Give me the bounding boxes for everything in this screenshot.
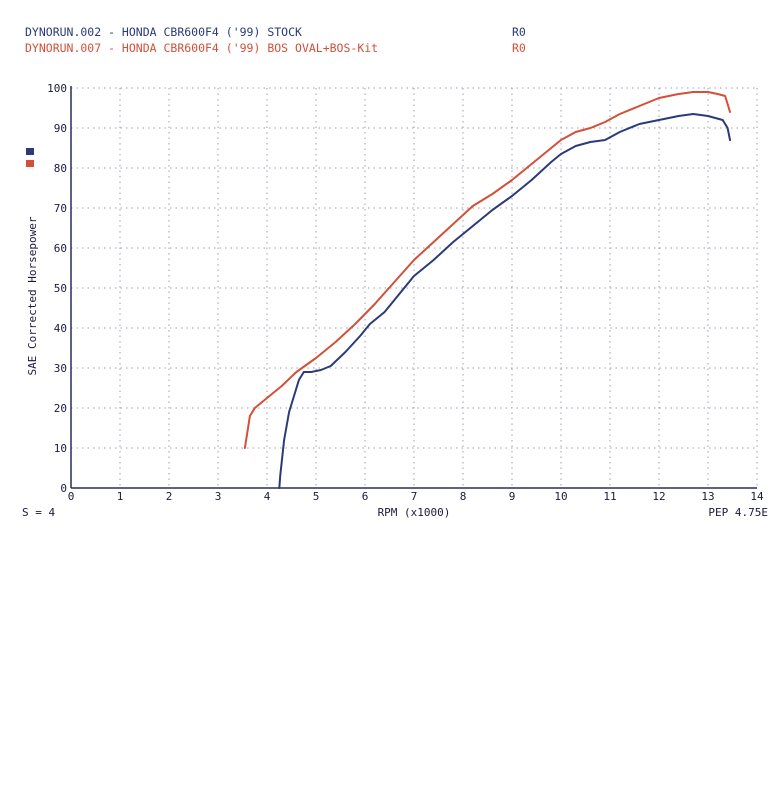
x-tick-label: 2: [166, 490, 173, 503]
legend-marker-modified: [26, 160, 34, 167]
y-tick-label: 40: [54, 322, 67, 335]
x-ticks: 0 1 2 3 4 5 6 7 8 9 10 11 12 13 14: [68, 490, 764, 503]
footer-smoothing: S = 4: [22, 506, 55, 519]
x-tick-label: 6: [362, 490, 369, 503]
axes: [70, 86, 757, 489]
x-tick-label: 7: [411, 490, 418, 503]
y-tick-label: 60: [54, 242, 67, 255]
chart-header: DYNORUN.002 - HONDA CBR600F4 ('99) STOCK…: [25, 25, 526, 55]
y-ticks: 0 10 20 30 40 50 60 70 80 90 100: [47, 82, 67, 495]
y-axis-label: SAE Corrected Horsepower: [26, 216, 39, 375]
series-line-modified: [243, 91, 731, 449]
series-group: [243, 91, 731, 489]
x-tick-label: 1: [117, 490, 124, 503]
y-tick-label: 20: [54, 402, 67, 415]
x-tick-label: 8: [460, 490, 467, 503]
x-axis-label: RPM (x1000): [378, 506, 451, 519]
y-tick-label: 90: [54, 122, 67, 135]
x-tick-label: 11: [603, 490, 616, 503]
y-tick-label: 0: [60, 482, 67, 495]
grid: [71, 87, 758, 488]
header-code-modified: R0: [512, 41, 526, 55]
series-line-stock: [278, 113, 731, 489]
y-tick-label: 70: [54, 202, 67, 215]
y-tick-label: 100: [47, 82, 67, 95]
x-tick-label: 5: [313, 490, 320, 503]
x-tick-label: 12: [652, 490, 665, 503]
x-tick-label: 4: [264, 490, 271, 503]
header-line-modified: DYNORUN.007 - HONDA CBR600F4 ('99) BOS O…: [25, 41, 378, 55]
legend-marker-stock: [26, 148, 34, 155]
header-line-stock: DYNORUN.002 - HONDA CBR600F4 ('99) STOCK: [25, 25, 302, 39]
x-tick-label: 0: [68, 490, 75, 503]
legend: [26, 148, 34, 167]
x-tick-label: 10: [554, 490, 567, 503]
y-tick-label: 80: [54, 162, 67, 175]
y-tick-label: 10: [54, 442, 67, 455]
x-tick-label: 9: [509, 490, 516, 503]
header-code-stock: R0: [512, 25, 526, 39]
x-tick-label: 3: [215, 490, 222, 503]
y-tick-label: 30: [54, 362, 67, 375]
x-tick-label: 14: [750, 490, 764, 503]
y-tick-label: 50: [54, 282, 67, 295]
footer-pep: PEP 4.75E: [708, 506, 768, 519]
x-tick-label: 13: [701, 490, 714, 503]
